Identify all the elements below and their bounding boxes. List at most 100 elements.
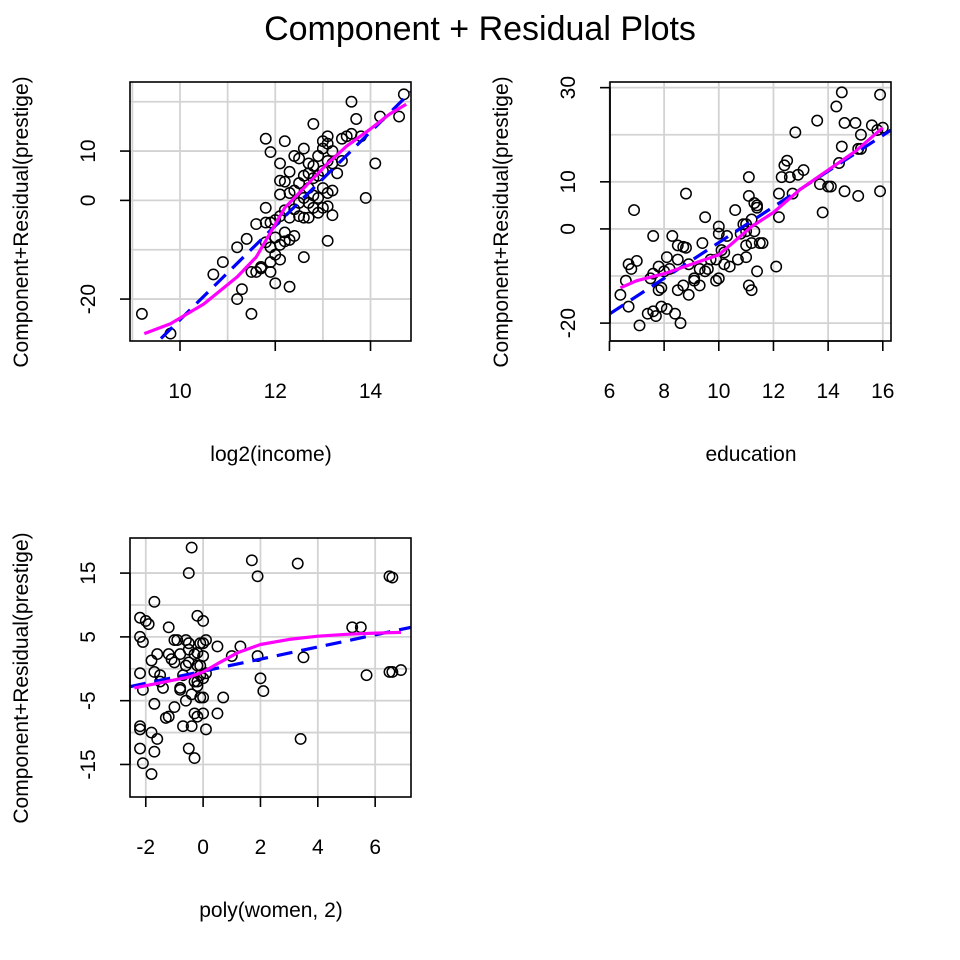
- data-point: [625, 263, 638, 275]
- data-point: [182, 742, 195, 755]
- panel-income: 10 12 14 -20 0 10 log2(income) Component+Residu…: [10, 76, 412, 466]
- x-tick-label: 8: [658, 380, 670, 403]
- y-axis-title: Component+Residual(prestige): [10, 532, 33, 823]
- data-point: [264, 146, 277, 159]
- data-point: [231, 241, 244, 254]
- data-point: [264, 265, 277, 278]
- linear-fit-line: [159, 90, 411, 340]
- data-point: [257, 685, 270, 698]
- data-point: [712, 220, 725, 233]
- data-point: [211, 640, 224, 653]
- data-point: [335, 154, 348, 167]
- data-point: [680, 241, 692, 254]
- data-point: [699, 265, 712, 278]
- data-point: [200, 723, 212, 736]
- data-point: [386, 666, 399, 678]
- data-point: [264, 256, 277, 269]
- data-point: [139, 614, 152, 627]
- plot-frame: [129, 81, 412, 342]
- data-point: [134, 667, 146, 680]
- data-point: [350, 113, 363, 125]
- data-point: [359, 191, 372, 204]
- data-point: [751, 265, 764, 278]
- x-axis-title: education: [705, 443, 796, 466]
- y-tick-label: -5: [77, 691, 100, 710]
- data-point: [168, 701, 181, 714]
- data-point: [245, 554, 258, 567]
- data-point: [302, 211, 315, 224]
- data-point: [345, 95, 358, 108]
- panel-women: -2 0 2 4 6 -15 -5 5 15 poly(women, 2) Component+Re…: [10, 532, 412, 922]
- data-point: [811, 114, 824, 127]
- y-tick-label: -15: [77, 749, 100, 779]
- linear-fit-line: [130, 625, 411, 689]
- data-point: [321, 130, 334, 143]
- data-point: [360, 669, 373, 682]
- data-point: [174, 683, 187, 696]
- data-point: [395, 664, 407, 677]
- data-point: [259, 201, 272, 214]
- data-point: [188, 752, 201, 765]
- data-point: [278, 135, 291, 148]
- data-point: [731, 253, 744, 266]
- data-point: [772, 211, 785, 224]
- data-point: [283, 165, 296, 178]
- data-point: [369, 157, 382, 170]
- data-point: [162, 710, 175, 723]
- data-point: [693, 263, 706, 275]
- data-point: [326, 184, 339, 197]
- data-point: [191, 680, 204, 692]
- data-point: [614, 288, 627, 301]
- data-point: [216, 256, 229, 269]
- data-point: [699, 211, 712, 224]
- data-point: [182, 637, 195, 650]
- data-point: [622, 300, 635, 313]
- x-tick-label: 0: [197, 836, 209, 859]
- data-point: [718, 258, 731, 271]
- data-point: [136, 636, 149, 648]
- y-tick-label: 15: [77, 561, 100, 584]
- data-point: [135, 307, 148, 320]
- data-point: [652, 284, 665, 297]
- data-point: [854, 128, 867, 141]
- data-point: [142, 618, 155, 631]
- data-point: [191, 710, 204, 723]
- data-point: [197, 637, 210, 650]
- data-point: [723, 260, 736, 273]
- data-point: [740, 251, 753, 264]
- y-tick-label: -20: [77, 284, 100, 314]
- data-point: [197, 650, 210, 662]
- x-tick-label: 6: [604, 380, 616, 403]
- data-point: [134, 611, 146, 624]
- data-point: [718, 246, 731, 259]
- data-point: [835, 86, 848, 99]
- data-point: [136, 757, 149, 770]
- data-point: [148, 595, 161, 608]
- data-point: [789, 126, 802, 139]
- data-point: [134, 723, 146, 736]
- x-tick-label: 16: [871, 380, 894, 403]
- data-point: [721, 230, 733, 242]
- data-point: [288, 229, 301, 242]
- data-point: [179, 659, 192, 672]
- data-point: [641, 307, 654, 320]
- data-point: [682, 288, 695, 301]
- data-point: [671, 239, 684, 252]
- data-point: [633, 319, 646, 332]
- data-point: [151, 648, 164, 661]
- data-point: [225, 650, 238, 662]
- y-tick-label: 5: [77, 631, 100, 643]
- data-point: [297, 251, 310, 264]
- panel-education: 6 8 10 12 14 16 -20 0 10 30 education Component+Res…: [490, 76, 894, 466]
- data-point: [680, 187, 692, 200]
- data-point: [772, 187, 785, 200]
- data-point: [647, 230, 660, 242]
- data-point: [185, 541, 198, 554]
- data-point: [674, 317, 687, 330]
- data-point: [397, 88, 410, 101]
- x-axis-title: log2(income): [210, 443, 331, 466]
- x-tick-label: -2: [136, 836, 155, 859]
- x-tick-label: 6: [369, 836, 381, 859]
- data-point: [307, 159, 320, 172]
